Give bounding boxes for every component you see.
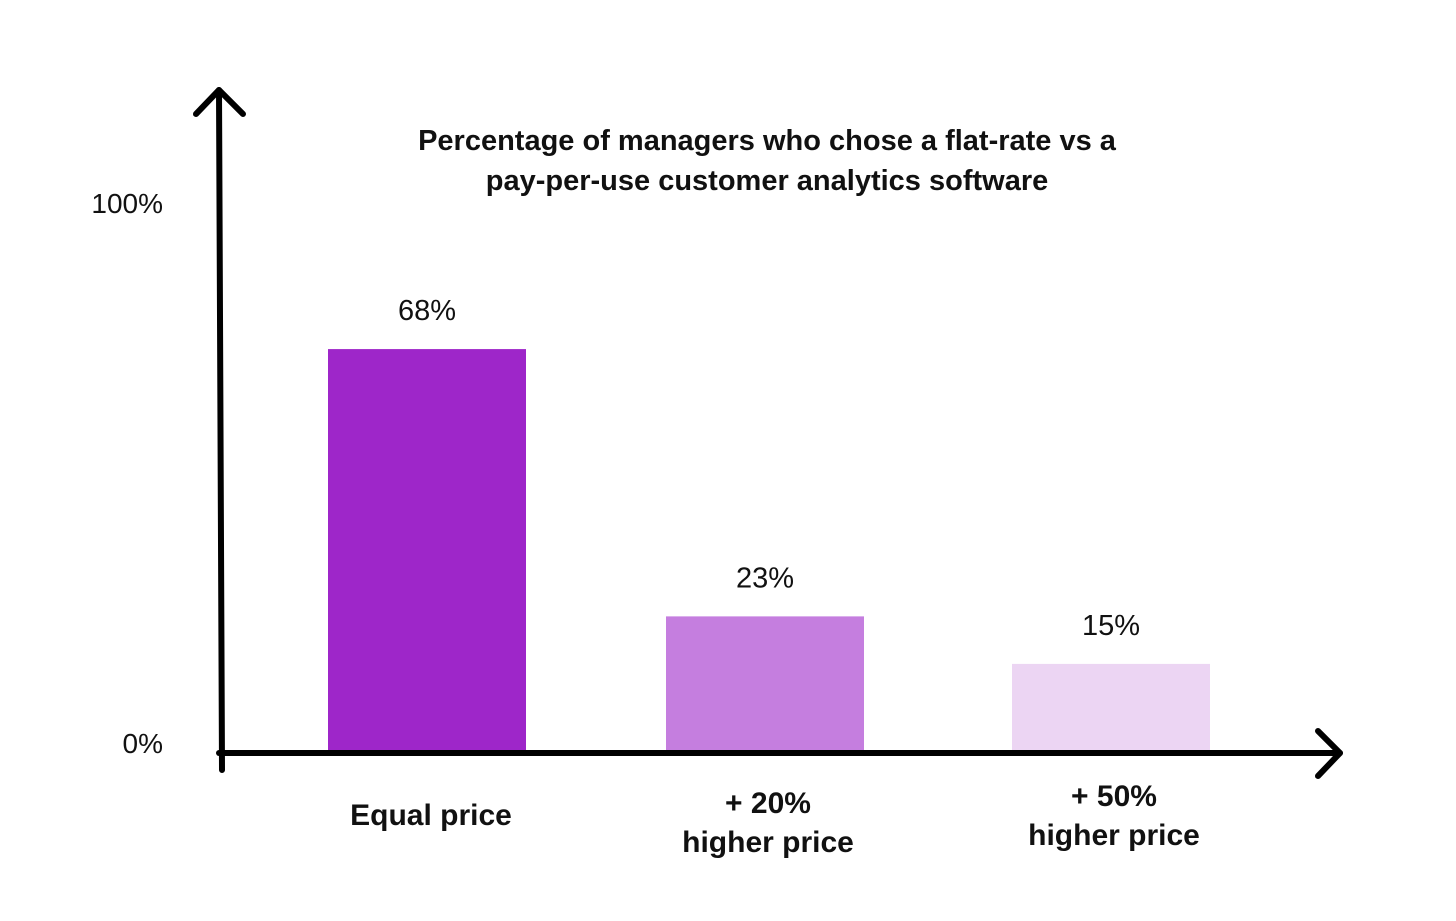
category-label-3-line-1: + 50% bbox=[1071, 780, 1157, 813]
y-tick-label-min: 0% bbox=[123, 728, 163, 759]
axes bbox=[193, 87, 1343, 779]
category-labels-group: Equal price + 20% higher price + 50% higher … bbox=[350, 780, 1200, 859]
chart-title-line-2: pay-per-use customer analytics software bbox=[486, 165, 1048, 197]
y-axis-line bbox=[216, 87, 225, 773]
value-label-3: 15% bbox=[1082, 610, 1140, 642]
category-label-2-line-2: higher price bbox=[682, 826, 854, 859]
bar-1 bbox=[328, 349, 526, 753]
bar-2 bbox=[666, 616, 864, 753]
value-labels-group: 68% 23% 15% bbox=[398, 295, 1140, 642]
value-label-1: 68% bbox=[398, 295, 456, 327]
x-axis-arrowhead bbox=[1315, 728, 1343, 779]
bars-group bbox=[328, 349, 1210, 753]
chart-title-line-1: Percentage of managers who chose a flat-… bbox=[418, 125, 1117, 157]
category-label-2-line-1: + 20% bbox=[725, 787, 811, 820]
category-label-3-line-2: higher price bbox=[1028, 819, 1200, 852]
bar-3 bbox=[1012, 663, 1210, 753]
y-axis-tick-labels: 100% 0% bbox=[91, 188, 163, 759]
value-label-2: 23% bbox=[736, 562, 794, 594]
y-tick-label-max: 100% bbox=[91, 188, 163, 219]
y-axis-arrowhead bbox=[193, 87, 246, 117]
chart-title: Percentage of managers who chose a flat-… bbox=[418, 125, 1117, 197]
category-label-1-line-1: Equal price bbox=[350, 799, 512, 832]
